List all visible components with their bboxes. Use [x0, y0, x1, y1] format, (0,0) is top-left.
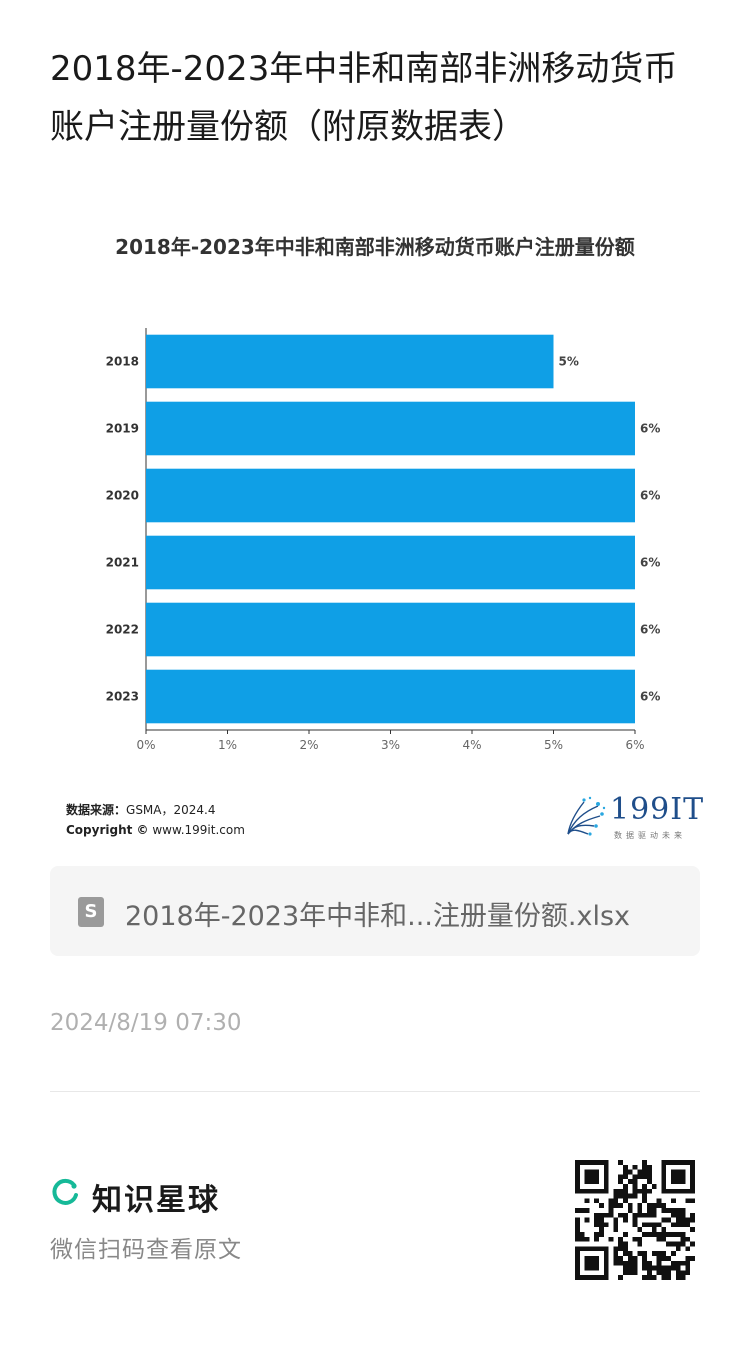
bar-2018 [146, 334, 554, 389]
zsxq-logo-icon [52, 1178, 78, 1205]
publish-date: 2024/8/19 07:30 [50, 1010, 242, 1036]
brand-name: 知识星球 [92, 1183, 220, 1218]
data-label-2020: 6% [640, 489, 660, 503]
data-label-2019: 6% [640, 422, 660, 436]
y-tick-label-2021: 2021 [106, 556, 139, 570]
divider [50, 1091, 700, 1092]
chart-title: 2018年-2023年中非和南部非洲移动货币账户注册量份额 [115, 235, 635, 259]
attachment-file-name[interactable]: 2018年-2023年中非和...注册量份额.xlsx [125, 901, 631, 932]
qr-code-icon[interactable] [575, 1160, 695, 1280]
bar-chart: 2018年-2023年中非和南部非洲移动货币账户注册量份额 2018 5% 2019 6… [106, 235, 661, 752]
data-label-2023: 6% [640, 690, 660, 704]
source-label: 数据来源： [66, 803, 127, 817]
logo-text: 199IT [610, 792, 705, 827]
dandelion-icon [567, 796, 606, 836]
bar-2020 [146, 468, 635, 523]
x-tick-label-0: 0% [136, 738, 155, 752]
source-note: 数据来源：GSMA，2024.4 Copyright © www.199it.c… [66, 800, 245, 840]
copyright-label: Copyright © [66, 823, 149, 837]
data-label-2021: 6% [640, 556, 660, 570]
x-tick-label-1: 1% [218, 738, 237, 752]
bar-2023 [146, 669, 635, 724]
source-value: GSMA，2024.4 [126, 803, 216, 817]
y-tick-label-2020: 2020 [106, 489, 139, 503]
data-label-2022: 6% [640, 623, 660, 637]
brand-logo-199it: 199IT 数据驱动未来 [560, 792, 703, 844]
copyright-value: www.199it.com [148, 823, 245, 837]
bar-2019 [146, 401, 635, 456]
x-tick-label-2: 2% [299, 738, 318, 752]
x-tick-label-5: 5% [544, 738, 563, 752]
chart-area: 2018年-2023年中非和南部非洲移动货币账户注册量份额 2018 5% 2019 6… [40, 215, 710, 855]
bar-2021 [146, 535, 635, 590]
x-tick-label-3: 3% [381, 738, 400, 752]
spreadsheet-file-icon: S [78, 897, 104, 927]
y-tick-label-2019: 2019 [106, 422, 139, 436]
page-title: 2018年-2023年中非和南部非洲移动货币账户注册量份额（附原数据表） [50, 49, 678, 147]
scan-hint: 微信扫码查看原文 [50, 1237, 242, 1263]
x-tick-label-4: 4% [462, 738, 481, 752]
y-tick-label-2018: 2018 [106, 355, 139, 369]
x-tick-label-6: 6% [625, 738, 644, 752]
bar-2022 [146, 602, 635, 657]
attachment-file-card[interactable]: S 2018年-2023年中非和...注册量份额.xlsx [50, 866, 700, 956]
logo-tagline: 数据驱动未来 [614, 831, 686, 840]
y-tick-label-2022: 2022 [106, 623, 139, 637]
data-label-2018: 5% [559, 355, 579, 369]
y-tick-label-2023: 2023 [106, 690, 139, 704]
